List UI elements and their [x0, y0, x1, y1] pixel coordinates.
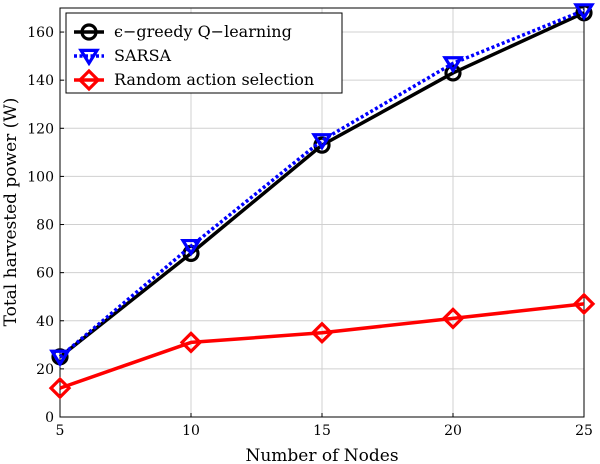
y-tick-label: 80 [36, 218, 54, 234]
legend-marker [80, 23, 98, 41]
legend-entry: ϵ−greedy Q−learning [74, 22, 292, 41]
y-tick-label: 140 [27, 73, 54, 89]
y-axis-ticks: 0 20 40 60 80 100 120 140 160 [27, 25, 64, 426]
legend-marker [78, 48, 100, 67]
legend-label: ϵ−greedy Q−learning [114, 22, 292, 41]
x-axis-label: Number of Nodes [245, 446, 398, 464]
data-point [179, 331, 203, 354]
legend-label: SARSA [114, 46, 172, 65]
series-3 [48, 292, 596, 400]
data-point [311, 133, 333, 151]
legend-label: Random action selection [114, 70, 314, 89]
legend-marker [77, 68, 101, 92]
series-lines [48, 3, 596, 400]
y-tick-label: 40 [36, 314, 54, 330]
series-line [59, 302, 585, 390]
x-tick-label: 10 [182, 423, 200, 439]
data-point [573, 3, 595, 21]
y-tick-label: 0 [45, 410, 54, 426]
y-tick-label: 100 [27, 169, 54, 185]
legend-entry: Random action selection [74, 68, 314, 92]
x-tick-label: 5 [56, 423, 65, 439]
y-tick-label: 120 [27, 121, 54, 137]
data-point [180, 238, 202, 257]
legend-entry: SARSA [74, 46, 172, 67]
y-tick-label: 20 [36, 362, 54, 378]
x-tick-label: 15 [313, 423, 331, 439]
x-axis-ticks: 5 10 15 20 25 [56, 413, 593, 439]
data-point [48, 376, 72, 400]
data-point [49, 349, 71, 368]
y-tick-label: 160 [27, 25, 54, 41]
data-point [442, 56, 464, 74]
data-point [441, 307, 465, 330]
legend: ϵ−greedy Q−learning SARSA Random action se… [65, 12, 343, 94]
y-axis-label: Total harvested power (W) [1, 98, 21, 327]
x-tick-label: 20 [444, 423, 462, 439]
data-point [572, 292, 596, 316]
x-tick-label: 25 [575, 423, 593, 439]
data-point [310, 321, 334, 345]
series-2 [49, 3, 595, 368]
data-point [444, 64, 462, 82]
legend-box [65, 12, 343, 94]
y-tick-label: 60 [36, 266, 54, 282]
